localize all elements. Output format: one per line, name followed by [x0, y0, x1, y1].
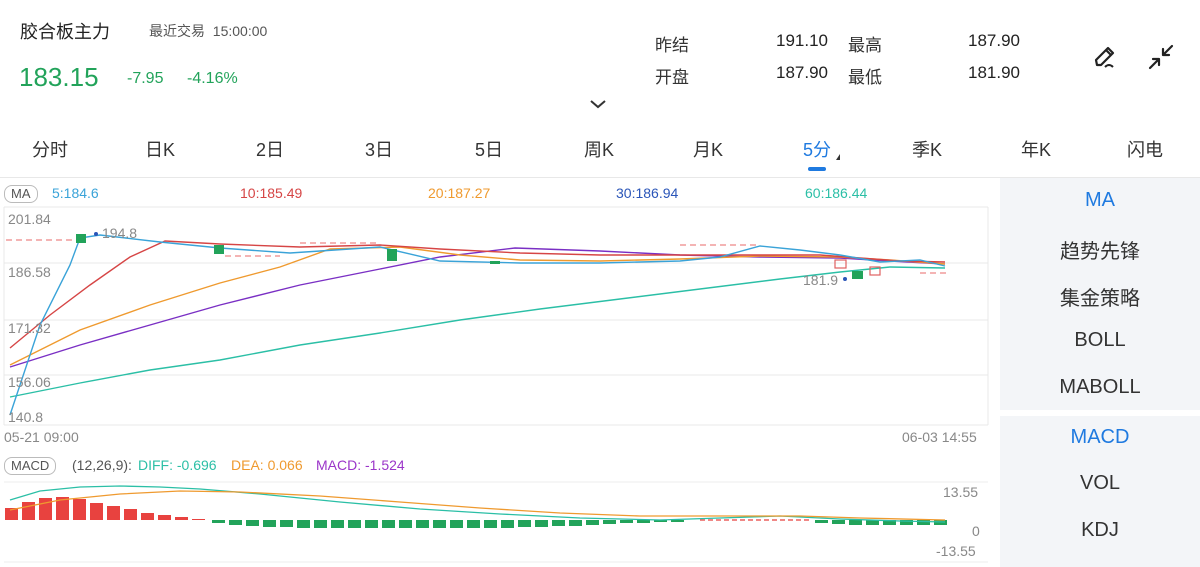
price-tick: 201.84	[8, 211, 51, 227]
tab-week-k[interactable]: 周K	[583, 140, 615, 160]
collapse-icon[interactable]	[1147, 43, 1175, 71]
macd-dea: DEA: 0.066	[231, 457, 303, 473]
ma20-value: 20:187.27	[428, 185, 491, 201]
candle-down	[214, 245, 224, 254]
price-tick: 156.06	[8, 374, 51, 390]
indicator-capital-strategy[interactable]: 集金策略	[1060, 288, 1140, 310]
ma10-line	[9, 240, 946, 349]
macd-histogram-negative	[212, 520, 947, 528]
indicator-macd[interactable]: MACD	[1070, 426, 1130, 448]
indicator-vol[interactable]: VOL	[1079, 472, 1121, 494]
candle-up	[869, 266, 881, 276]
price-tick: 171.32	[8, 320, 51, 336]
indicator-kdj[interactable]: KDJ	[1081, 519, 1119, 541]
macd-axis-top: 13.55	[943, 484, 979, 500]
tab-flash[interactable]: 闪电	[1127, 140, 1163, 160]
macd-histogram	[5, 497, 205, 520]
panel-separator	[1000, 410, 1200, 416]
price-change: -7.95	[127, 70, 164, 87]
price-grid	[3, 206, 989, 426]
prev-settle-label: 昨结	[655, 36, 689, 55]
macd-diff: DIFF: -0.696	[138, 457, 217, 473]
indicator-panel: MA 趋势先锋 集金策略 BOLL MABOLL MACD VOL KDJ	[1000, 178, 1200, 567]
tab-2-day[interactable]: 2日	[255, 140, 285, 160]
macd-grid	[4, 481, 988, 563]
active-tab-indicator	[808, 167, 826, 171]
ma30-value: 30:186.94	[616, 185, 679, 201]
instrument-title: 胶合板主力	[20, 22, 110, 42]
indicator-maboll[interactable]: MABOLL	[1059, 376, 1141, 398]
tab-year-k[interactable]: 年K	[1020, 140, 1052, 160]
high-marker-dot	[94, 232, 98, 236]
tab-month-k[interactable]: 月K	[692, 140, 724, 160]
ma20-line	[9, 246, 946, 366]
time-axis-start: 05-21 09:00	[4, 429, 79, 445]
open-value: 187.90	[776, 63, 828, 82]
ma-indicator-tag[interactable]: MA	[4, 185, 38, 203]
macd-indicator-tag[interactable]: MACD	[4, 457, 57, 475]
ma10-value: 10:185.49	[240, 185, 303, 201]
candle-down	[852, 271, 863, 279]
indicator-trend-pioneer[interactable]: 趋势先锋	[1060, 241, 1140, 263]
low-marker-label: 181.9	[803, 272, 839, 288]
macd-value: MACD: -1.524	[316, 457, 405, 473]
tab-5-day[interactable]: 5日	[474, 140, 504, 160]
low-label: 最低	[848, 68, 882, 87]
tab-minute[interactable]: 分时	[32, 140, 68, 160]
period-tabs: 分时 日K 2日 3日 5日 周K 月K 5分 季K 年K 闪电	[0, 130, 1200, 171]
trade-time: 15:00:00	[212, 23, 268, 39]
ma60-line	[9, 266, 946, 398]
chevron-down-icon[interactable]	[589, 96, 607, 114]
ma60-value: 60:186.44	[805, 185, 868, 201]
high-marker-label: 194.8	[102, 225, 138, 241]
open-label: 开盘	[655, 68, 689, 87]
price-tick: 186.58	[8, 264, 51, 280]
macd-diff-line	[9, 485, 946, 523]
price-change-pct: -4.16%	[187, 70, 238, 87]
macd-axis-bottom: -13.55	[936, 543, 976, 559]
candle-dashes	[6, 239, 950, 274]
kline-chart[interactable]	[0, 205, 990, 565]
ma30-line	[9, 247, 946, 368]
ma5-value: 5:184.6	[52, 185, 99, 201]
recent-trade-label: 最近交易 15:00:00	[149, 23, 268, 39]
time-axis-end: 06-03 14:55	[902, 429, 977, 445]
tab-5-min[interactable]: 5分	[802, 140, 832, 160]
candle-down	[490, 261, 500, 264]
tab-quarter-k[interactable]: 季K	[911, 140, 943, 160]
indicator-boll[interactable]: BOLL	[1074, 329, 1126, 351]
pen-icon[interactable]	[1091, 43, 1119, 71]
macd-chart[interactable]	[0, 478, 990, 567]
last-price: 183.15	[19, 62, 99, 92]
candle-down	[387, 249, 397, 261]
tab-3-day[interactable]: 3日	[364, 140, 394, 160]
prev-settle-value: 191.10	[776, 31, 828, 50]
candle-down	[76, 234, 86, 243]
low-marker-dot	[843, 277, 847, 281]
low-value: 181.90	[968, 63, 1020, 82]
macd-params: (12,26,9):	[72, 457, 132, 473]
price-tick: 140.8	[8, 409, 44, 425]
indicator-ma[interactable]: MA	[1085, 189, 1115, 211]
macd-axis-zero: 0	[972, 523, 980, 539]
macd-dea-line	[9, 490, 946, 521]
candle-up	[834, 259, 847, 269]
candles	[76, 234, 881, 279]
tab-dropdown-caret-icon[interactable]	[836, 154, 840, 160]
high-label: 最高	[848, 36, 882, 55]
tabs-divider	[0, 177, 1200, 178]
high-value: 187.90	[968, 31, 1020, 50]
tab-day-k[interactable]: 日K	[144, 140, 176, 160]
